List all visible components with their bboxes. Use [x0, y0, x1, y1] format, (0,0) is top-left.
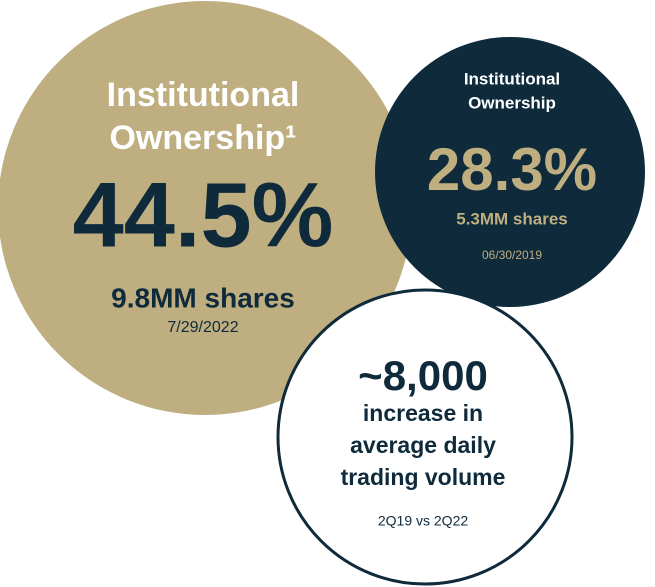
label-line: average daily	[350, 432, 496, 458]
shares: 9.8MM shares	[111, 282, 295, 313]
label-line: Institutional	[464, 69, 560, 88]
label-line: Ownership	[468, 93, 556, 112]
label-line: Institutional	[107, 76, 300, 114]
date: 06/30/2019	[482, 248, 542, 262]
label-line: increase in	[363, 400, 483, 426]
date: 7/29/2022	[167, 319, 238, 336]
label-line: trading volume	[341, 464, 506, 490]
shares: 5.3MM shares	[456, 209, 568, 228]
label-line: Ownership¹	[109, 119, 296, 157]
big-value: 44.5%	[73, 164, 334, 266]
date: 2Q19 vs 2Q22	[378, 513, 468, 529]
big-value: 28.3%	[427, 136, 597, 203]
navy-circle	[375, 37, 645, 307]
gold-circle	[0, 1, 412, 415]
big-value: ~8,000	[358, 352, 488, 399]
white-circle	[276, 288, 574, 586]
